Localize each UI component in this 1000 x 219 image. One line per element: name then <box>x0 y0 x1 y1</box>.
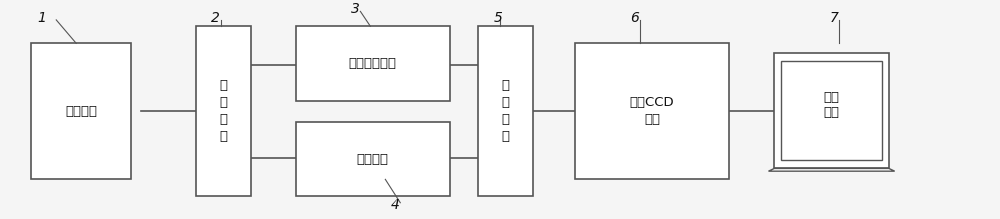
Text: 窄带光源: 窄带光源 <box>65 105 97 118</box>
Text: 处理
终端: 处理 终端 <box>824 90 840 118</box>
Polygon shape <box>769 168 895 171</box>
Bar <box>296 26 450 101</box>
Text: 7: 7 <box>830 11 839 25</box>
Bar <box>31 43 131 179</box>
Bar <box>575 43 729 179</box>
Text: 4: 4 <box>391 198 400 212</box>
Text: 2: 2 <box>211 11 220 25</box>
Text: 光
分
束
器: 光 分 束 器 <box>219 79 227 143</box>
Text: 传感光路: 传感光路 <box>357 153 389 166</box>
Bar <box>781 61 882 160</box>
Bar <box>774 53 889 168</box>
Text: 3: 3 <box>351 2 360 16</box>
Bar <box>196 26 251 196</box>
Text: 光
合
束
器: 光 合 束 器 <box>501 79 509 143</box>
Bar <box>478 26 533 196</box>
Text: 1: 1 <box>37 11 46 25</box>
Text: 5: 5 <box>494 11 502 25</box>
Text: 涡旋光转换器: 涡旋光转换器 <box>349 57 397 70</box>
Text: 线阵CCD
相机: 线阵CCD 相机 <box>630 96 674 126</box>
Text: 6: 6 <box>630 11 639 25</box>
Bar <box>296 122 450 196</box>
